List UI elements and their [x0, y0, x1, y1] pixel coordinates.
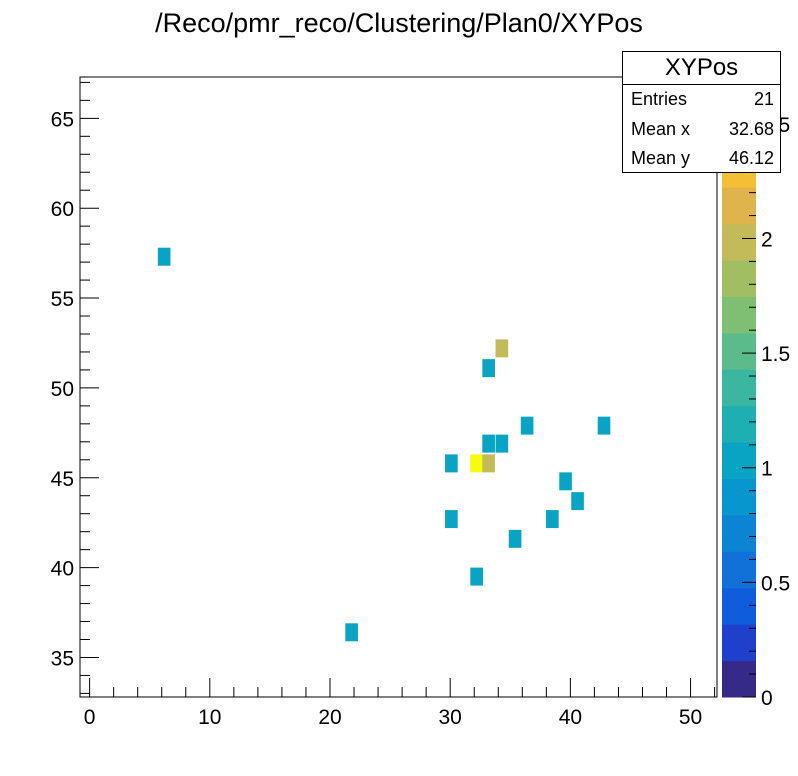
heatmap-cell-9 — [470, 454, 483, 473]
heatmap-cell-16 — [470, 567, 483, 586]
stats-title: XYPos — [623, 52, 780, 85]
colorbar-step-9 — [722, 332, 756, 370]
heatmap-cell-2 — [495, 339, 509, 358]
stats-mean-x-value: 32.68 — [728, 118, 774, 139]
stats-mean-x: Mean x 32.68 — [623, 115, 780, 145]
heatmap-cell-14 — [546, 510, 559, 529]
colorbar-tick-label: 1 — [761, 458, 773, 481]
heatmap-cell-8 — [445, 454, 458, 473]
x-tick-label: 40 — [559, 706, 582, 729]
plot-frame — [79, 76, 718, 698]
colorbar-tick-label: 0 — [761, 687, 773, 710]
stats-mean-y: Mean y 46.12 — [623, 144, 780, 174]
colorbar-step-12 — [722, 223, 756, 261]
x-tick-label: 0 — [84, 706, 96, 729]
y-axis: 35 40 45 50 55 60 65 — [51, 81, 99, 694]
colorbar-step-4 — [722, 514, 756, 552]
heatmap-cell-5 — [597, 416, 611, 435]
heatmap-cell-7 — [495, 434, 509, 453]
stats-entries-value: 21 — [753, 89, 774, 109]
x-tick-label: 30 — [439, 706, 462, 729]
x-axis: 0 10 20 30 40 50 — [84, 678, 716, 729]
heatmap-cell-11 — [559, 472, 572, 491]
colorbar-step-5 — [722, 478, 756, 516]
x-tick-label: 20 — [318, 706, 341, 729]
stats-mean-y-value: 46.12 — [728, 148, 774, 168]
y-tick-label: 35 — [51, 647, 74, 670]
y-tick-label: 55 — [51, 288, 74, 311]
heatmap-cell-3 — [482, 359, 495, 378]
heatmap-cells — [157, 247, 611, 642]
heatmap-cell-10 — [482, 454, 495, 473]
y-tick-label: 45 — [51, 468, 74, 491]
heatmap-cell-1 — [345, 623, 358, 642]
stats-entries-label: Entries — [631, 89, 688, 109]
colorbar-tick-label: 2 — [761, 228, 773, 251]
colorbar-step-2 — [722, 587, 756, 625]
stats-entries: Entries 21 — [623, 85, 780, 115]
x-tick-label: 10 — [198, 706, 221, 729]
y-tick-label: 40 — [51, 558, 74, 581]
heatmap-cell-13 — [445, 510, 458, 529]
colorbar-tick-label: 0.5 — [761, 572, 790, 595]
x-tick-label: 50 — [679, 706, 702, 729]
heatmap-cell-15 — [508, 529, 522, 548]
heatmap-cell-6 — [482, 434, 495, 453]
colorbar-step-1 — [722, 624, 756, 662]
heatmap-cell-0 — [157, 247, 171, 266]
stats-mean-y-label: Mean y — [631, 148, 691, 168]
colorbar-step-10 — [722, 296, 756, 334]
colorbar-step-6 — [722, 442, 756, 480]
colorbar-step-7 — [722, 405, 756, 443]
colorbar-step-13 — [722, 187, 756, 225]
y-tick-label: 60 — [51, 198, 74, 221]
heatmap-cell-12 — [571, 492, 584, 511]
heatmap-cell-4 — [520, 416, 534, 435]
colorbar-step-8 — [722, 369, 756, 407]
chart-title: /Reco/pmr_reco/Clustering/Plan0/XYPos — [155, 8, 643, 38]
colorbar-step-11 — [722, 260, 756, 297]
colorbar-tick-label: 1.5 — [761, 343, 790, 366]
stats-mean-x-label: Mean x — [631, 118, 691, 139]
stats-box: XYPos Entries 21 Mean x 32.68 Mean y 46.… — [622, 51, 781, 173]
y-tick-label: 65 — [51, 108, 74, 131]
colorbar-step-0 — [722, 660, 756, 698]
y-tick-label: 50 — [51, 378, 74, 401]
